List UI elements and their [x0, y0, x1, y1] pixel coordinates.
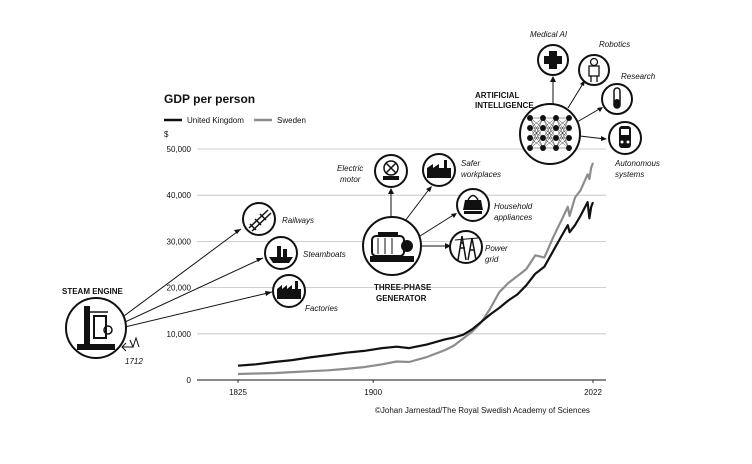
legend-label-uk: United Kingdom: [187, 116, 244, 125]
generator-label-line2: GENERATOR: [376, 294, 427, 303]
series-line-uk: [237, 201, 595, 367]
y-axis-label: $: [164, 130, 169, 139]
credit-text: ©Johan Jarnestad/The Royal Swedish Acade…: [375, 406, 590, 415]
household-appliances-icon: [456, 188, 490, 222]
y-tick-label: 40,000: [167, 191, 192, 200]
steam-engine-icon: [65, 297, 127, 359]
household-appliances-group: Household appliances: [456, 188, 533, 222]
medical-cross-icon: [537, 44, 569, 76]
medical-ai-group: Medical AI: [530, 30, 569, 76]
factories-label: Factories: [305, 304, 338, 313]
robotics-group: Robotics: [578, 40, 630, 86]
legend-label-sweden: Sweden: [277, 116, 306, 125]
autonomous-systems-label-line2: systems: [615, 170, 644, 179]
robotics-label: Robotics: [599, 40, 630, 49]
generator-label-line1: THREE-PHASE: [374, 283, 432, 292]
railways-icon: [242, 202, 276, 236]
railways-label: Railways: [282, 216, 314, 225]
safer-workplaces-label-line2: workplaces: [461, 170, 501, 179]
generator-icon: [362, 216, 422, 276]
y-tick-label: 30,000: [167, 237, 192, 246]
safer-workplaces-label-line1: Safer: [461, 159, 480, 168]
electric-motor-group: Electric motor: [337, 154, 408, 188]
steamboat-icon: [264, 236, 298, 270]
x-tick-labels: 1825 1900 2022: [229, 380, 602, 397]
safer-workplaces-group: Safer workplaces: [422, 153, 501, 187]
medical-ai-label: Medical AI: [530, 30, 568, 39]
y-tick-label: 20,000: [167, 284, 192, 293]
research-group: Research: [601, 72, 656, 115]
ai-label-line1: ARTIFICIAL: [475, 91, 520, 100]
chart-title: GDP per person: [164, 92, 255, 106]
autonomous-systems-group: Autonomous systems: [608, 121, 660, 179]
legend: United Kingdom Sweden: [164, 116, 306, 125]
factory-icon: [272, 274, 306, 308]
power-grid-label-line2: grid: [485, 255, 499, 264]
household-appliances-label-line1: Household: [494, 202, 533, 211]
research-label: Research: [621, 72, 656, 81]
power-grid-group: Power grid: [449, 230, 508, 264]
factories-group: Factories: [272, 274, 338, 313]
steam-engine-group: STEAM ENGINE 1712: [62, 228, 273, 366]
household-appliances-label-line2: appliances: [494, 213, 532, 222]
generator-group: THREE-PHASE GENERATOR: [362, 186, 457, 303]
electric-motor-label-line1: Electric: [337, 164, 363, 173]
electric-motor-label-line2: motor: [340, 175, 361, 184]
y-tick-label: 10,000: [167, 330, 192, 339]
series-line-sweden: [237, 162, 595, 376]
robot-icon: [578, 54, 610, 86]
test-tube-icon: [601, 83, 633, 115]
steamboats-group: Steamboats: [264, 236, 346, 270]
y-tick-label: 0: [187, 376, 192, 385]
safer-workplaces-icon: [422, 153, 456, 187]
y-tick-labels: 0 10,000 20,000 30,000 40,000 50,000: [167, 145, 192, 385]
neural-network-icon: [519, 103, 581, 165]
year-1712-label: 1712: [125, 357, 143, 366]
autonomous-vehicle-icon: [608, 121, 642, 155]
x-tick-label: 1900: [364, 388, 382, 397]
y-tick-label: 50,000: [167, 145, 192, 154]
electric-motor-icon: [374, 154, 408, 188]
x-tick-label: 1825: [229, 388, 247, 397]
x-tick-label: 2022: [584, 388, 602, 397]
ai-group: ARTIFICIAL INTELLIGENCE: [475, 76, 607, 165]
autonomous-systems-label-line1: Autonomous: [614, 159, 660, 168]
ai-label-line2: INTELLIGENCE: [475, 101, 534, 110]
railways-group: Railways: [242, 202, 314, 236]
power-grid-label-line1: Power: [485, 244, 508, 253]
steam-engine-label: STEAM ENGINE: [62, 287, 124, 296]
series-lines: [237, 162, 595, 376]
steamboats-label: Steamboats: [303, 250, 346, 259]
power-grid-icon: [449, 230, 483, 264]
